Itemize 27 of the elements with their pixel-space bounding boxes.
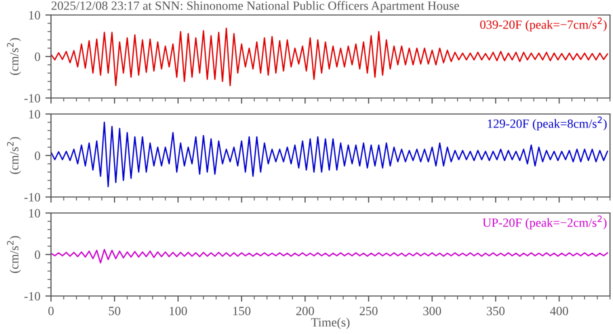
y-tick-label: 10 bbox=[29, 11, 40, 20]
y-axis-title: (cm/s$^{2}$) bbox=[7, 236, 21, 273]
y-tick-label: -10 bbox=[24, 193, 40, 202]
x-tick-label: 200 bbox=[296, 306, 314, 316]
y-axis-title: (cm/s$^{2}$) bbox=[7, 38, 21, 75]
annotation: 129-20F (peak=8cm/s$^{2}$) bbox=[488, 116, 607, 130]
y-tick-label: 0 bbox=[34, 250, 40, 259]
y-tick-label: 10 bbox=[29, 110, 40, 118]
x-tick-label: 150 bbox=[233, 306, 250, 316]
y-tick-label: 0 bbox=[34, 52, 40, 61]
x-tick-label: 100 bbox=[170, 306, 187, 316]
annotation: 039-20F (peak=−7cm/s$^{2}$) bbox=[480, 17, 607, 32]
y-tick-label: 0 bbox=[34, 152, 40, 160]
x-tick-label: 250 bbox=[360, 306, 378, 316]
y-tick-label: 10 bbox=[29, 209, 40, 218]
y-tick-label: -10 bbox=[24, 94, 40, 102]
line-series bbox=[51, 248, 608, 264]
x-tick-label: 350 bbox=[486, 306, 505, 316]
x-tick-label: 0 bbox=[48, 306, 54, 316]
chart-title: 2025/12/08 23:17 at SNN: Shinonome National Public Officers Apartment House bbox=[52, 1, 459, 12]
annotation: UP-20F (peak=−2cm/s$^{2}$) bbox=[482, 215, 607, 230]
y-axis-title: (cm/s$^{2}$) bbox=[7, 137, 21, 174]
x-tick-label: 50 bbox=[109, 306, 120, 316]
x-tick-label: 300 bbox=[423, 306, 442, 316]
y-tick-label: -10 bbox=[24, 292, 40, 300]
x-tick-label: 400 bbox=[550, 306, 568, 316]
x-axis-title: Time(s) bbox=[311, 318, 350, 330]
